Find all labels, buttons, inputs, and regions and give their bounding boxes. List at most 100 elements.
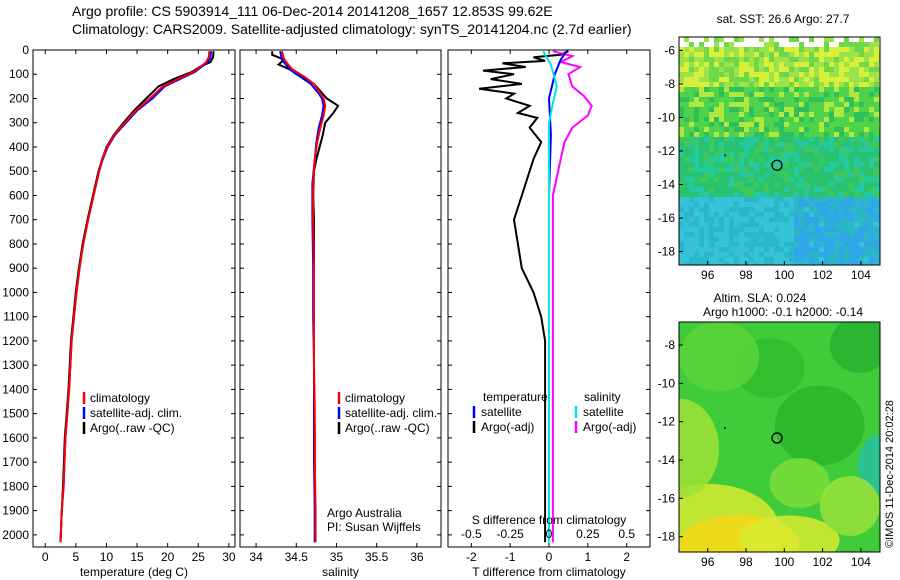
sst-cell <box>864 72 870 78</box>
sst-cell <box>749 172 755 178</box>
sst-cell <box>749 72 755 78</box>
sst-cell <box>764 162 770 168</box>
sst-cell <box>859 72 865 78</box>
sst-cell <box>809 187 815 193</box>
sst-cell <box>854 222 860 228</box>
sst-cell <box>844 262 850 265</box>
sst-cell <box>779 197 785 203</box>
sst-cell <box>794 162 800 168</box>
sst-cell <box>874 107 880 113</box>
x-tick-label: 34 <box>249 550 263 564</box>
sst-cell <box>754 162 760 168</box>
sst-cell <box>739 237 745 243</box>
sst-cell <box>814 42 820 48</box>
sst-cell <box>839 227 845 233</box>
sst-cell <box>804 192 810 198</box>
sst-cell <box>739 252 745 258</box>
sst-cell <box>684 137 690 143</box>
y-tick-label: -16 <box>658 211 676 225</box>
sst-cell <box>794 262 800 265</box>
island-dot <box>724 427 726 429</box>
sst-cell <box>714 62 720 68</box>
sst-cell <box>844 152 850 158</box>
sst-cell <box>794 112 800 118</box>
sst-cell <box>784 77 790 83</box>
sst-cell <box>824 62 830 68</box>
sst-cell <box>764 177 770 183</box>
sst-cell <box>709 147 715 153</box>
sst-cell <box>809 197 815 203</box>
sst-cell <box>724 172 730 178</box>
sst-cell <box>849 127 855 133</box>
sst-cell <box>739 172 745 178</box>
sst-cell <box>734 262 740 265</box>
sst-cell <box>794 202 800 208</box>
sst-cell <box>714 132 720 138</box>
x-tick-label: 96 <box>701 268 715 282</box>
sst-cell <box>824 212 830 218</box>
sst-cell <box>829 242 835 248</box>
sst-cell <box>754 187 760 193</box>
sst-cell <box>764 217 770 223</box>
sst-cell <box>824 167 830 173</box>
sst-cell <box>834 52 840 58</box>
sst-cell <box>874 257 880 263</box>
sst-cell <box>854 112 860 118</box>
sst-cell <box>869 97 875 103</box>
sst-cell <box>844 252 850 258</box>
sst-cell <box>859 147 865 153</box>
sst-cell <box>719 192 725 198</box>
sst-cell <box>789 132 795 138</box>
sst-cell <box>759 117 765 123</box>
sst-cell <box>784 127 790 133</box>
sst-cell <box>764 152 770 158</box>
sst-cell <box>794 77 800 83</box>
sst-cell <box>874 162 880 168</box>
sst-cell <box>859 222 865 228</box>
sst-cell <box>874 252 880 258</box>
sst-cell <box>814 202 820 208</box>
y-tick-label: 400 <box>9 140 29 154</box>
sst-cell <box>869 182 875 188</box>
sst-cell <box>749 117 755 123</box>
sst-cell <box>824 232 830 238</box>
sst-cell <box>799 167 805 173</box>
sst-cell <box>784 67 790 73</box>
sst-cell <box>709 207 715 213</box>
sst-cell <box>834 117 840 123</box>
sst-cell <box>729 142 735 148</box>
sst-cell <box>774 72 780 78</box>
sst-cell <box>869 127 875 133</box>
sst-cell <box>844 202 850 208</box>
x-tick-label: 100 <box>774 555 794 569</box>
sst-cell <box>804 142 810 148</box>
sst-cell <box>734 162 740 168</box>
sst-cell <box>699 37 705 43</box>
sst-cell <box>764 197 770 203</box>
sla-blob <box>819 476 880 536</box>
sst-cell <box>679 192 685 198</box>
sst-cell <box>799 222 805 228</box>
sst-cell <box>719 47 725 53</box>
sst-cell <box>699 52 705 58</box>
sst-cell <box>839 62 845 68</box>
sst-cell <box>789 122 795 128</box>
sst-cell <box>699 127 705 133</box>
sst-cell <box>739 72 745 78</box>
sst-cell <box>844 157 850 163</box>
sst-cell <box>689 237 695 243</box>
sst-cell <box>789 197 795 203</box>
sst-cell <box>744 157 750 163</box>
sst-cell <box>689 192 695 198</box>
sst-cell <box>759 162 765 168</box>
sst-cell <box>714 157 720 163</box>
sst-cell <box>804 52 810 58</box>
sst-cell <box>769 202 775 208</box>
sst-cell <box>709 107 715 113</box>
sst-cell <box>749 82 755 88</box>
sst-cell <box>789 92 795 98</box>
sst-cell <box>819 197 825 203</box>
y-tick-label: -18 <box>658 530 676 544</box>
sst-cell <box>764 147 770 153</box>
sst-cell <box>784 42 790 48</box>
